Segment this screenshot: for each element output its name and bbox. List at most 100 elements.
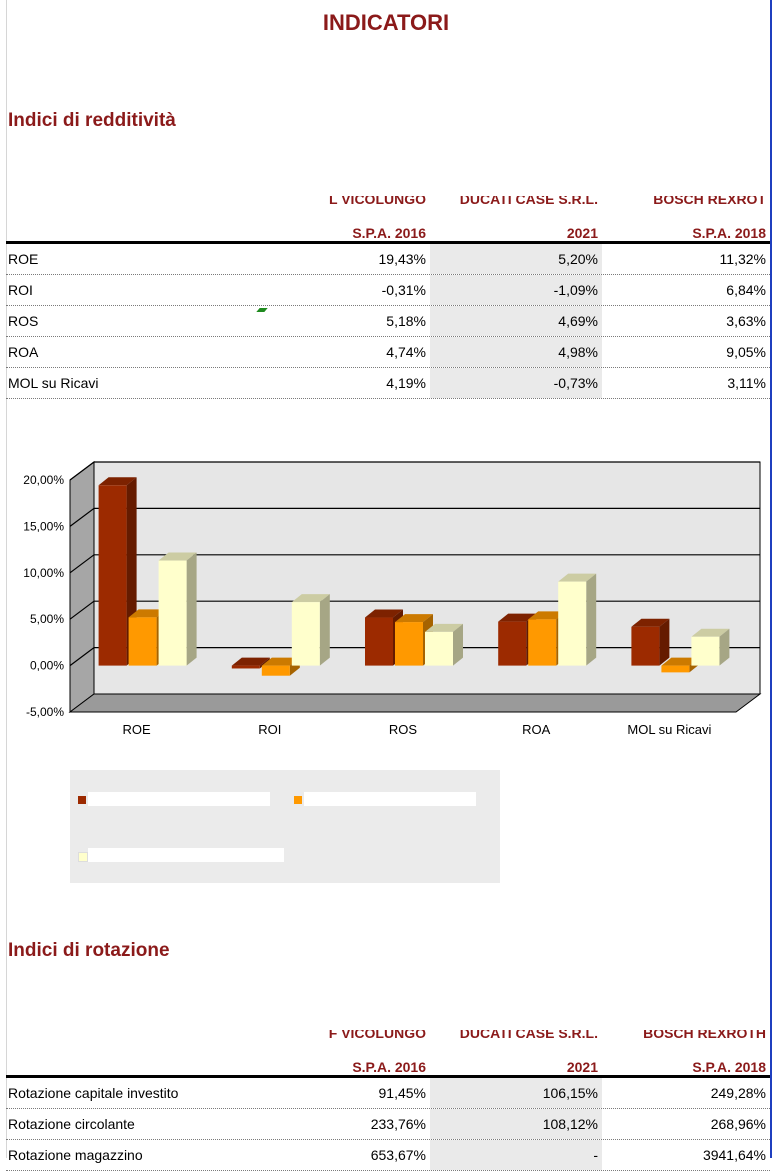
cell[interactable]: -: [430, 1140, 602, 1170]
bar-ROI-1: [261, 665, 290, 676]
table-row[interactable]: Rotazione circolante 233,76% 108,12% 268…: [6, 1109, 770, 1140]
x-tick-label: ROI: [258, 722, 281, 737]
column-header-label-1: S.P.A. 2016: [352, 225, 426, 241]
legend-swatch: [78, 852, 88, 862]
cell[interactable]: 9,05%: [726, 344, 766, 360]
gridline: [69, 461, 760, 481]
x-tick-label: MOL su Ricavi: [627, 722, 711, 737]
column-header-label-3: S.P.A. 2018: [692, 225, 766, 241]
column-header-label-2: 2021: [566, 1059, 598, 1075]
sheet-left-gridline: [0, 0, 7, 1158]
chart-svg: 20,00% 15,00% 10,00% 5,00% 0,00% -5,00% ROE ROI…: [23, 461, 762, 737]
bar-ROA-2: [558, 581, 587, 666]
column-header-cut-1: F VICOLUNGO: [328, 1030, 426, 1041]
table-row[interactable]: ROS 5,18% 4,69% 3,63%: [6, 306, 770, 337]
table-row[interactable]: Rotazione capitale investito 91,45% 106,…: [6, 1078, 770, 1109]
bar-top-ROA-2: [558, 573, 597, 582]
bar-ROE-1: [128, 617, 157, 666]
cell[interactable]: 6,84%: [726, 282, 766, 298]
bar-side-ROI-2: [319, 594, 330, 666]
cell[interactable]: 5,20%: [430, 244, 602, 274]
cell[interactable]: 653,67%: [370, 1147, 426, 1163]
cell[interactable]: 4,19%: [386, 375, 426, 391]
column-header-2[interactable]: DUCATI CASE S.R.L. 2021: [430, 1024, 602, 1078]
cell[interactable]: -0,73%: [430, 368, 602, 398]
bar-MOL su Ricavi-1: [661, 665, 690, 673]
cell[interactable]: 4,98%: [430, 337, 602, 367]
bar-top-MOL su Ricavi-1: [661, 657, 700, 666]
cell[interactable]: 4,69%: [430, 306, 602, 336]
section-title-redditivita: Indici di redditività: [8, 110, 176, 131]
table-row[interactable]: ROE 19,43% 5,20% 11,32%: [6, 244, 770, 275]
bar-top-ROE-2: [158, 552, 197, 561]
cell[interactable]: 106,15%: [430, 1078, 602, 1108]
gridline: [69, 554, 760, 574]
cell[interactable]: 4,74%: [386, 344, 426, 360]
table-row[interactable]: ROA 4,74% 4,98% 9,05%: [6, 337, 770, 368]
cell[interactable]: 3,63%: [726, 313, 766, 329]
legend-label: [304, 792, 476, 806]
column-header-1[interactable]: F VICOLUNGO S.P.A. 2016: [262, 1024, 430, 1078]
row-label: ROS: [8, 313, 39, 329]
cell[interactable]: 268,96%: [710, 1116, 766, 1132]
cell[interactable]: -0,31%: [381, 282, 426, 298]
cell[interactable]: 91,45%: [378, 1085, 426, 1101]
cell[interactable]: -1,09%: [430, 275, 602, 305]
column-header-2[interactable]: DUCATI CASE S.R.L. 2021: [430, 190, 602, 244]
cell[interactable]: 3941,64%: [702, 1147, 766, 1163]
column-header-label-2: 2021: [566, 225, 598, 241]
cell[interactable]: 3,11%: [727, 375, 766, 391]
bar-top-ROS-2: [425, 623, 463, 632]
column-header-label-1: S.P.A. 2016: [352, 1059, 426, 1075]
page-title: INDICATORI: [322, 10, 450, 35]
cell[interactable]: 11,32%: [719, 251, 766, 267]
bar-side-MOL su Ricavi-2: [719, 628, 730, 666]
section-title-rotazione: Indici di rotazione: [8, 940, 170, 961]
column-header-cut-1: L VICOLUNGO: [329, 196, 426, 207]
table-row[interactable]: Rotazione magazzino 653,67% - 3941,64%: [6, 1140, 770, 1171]
cell[interactable]: 108,12%: [430, 1109, 602, 1139]
bar-top-ROA-0: [498, 613, 537, 622]
bar-ROE-0: [98, 485, 127, 666]
column-header-3[interactable]: BOSCH REXROTH S.P.A. 2018: [602, 1024, 770, 1078]
bar-ROS-0: [365, 617, 393, 666]
table-row[interactable]: MOL su Ricavi 4,19% -0,73% 3,11%: [6, 368, 770, 399]
y-tick-label: 10,00%: [23, 566, 64, 580]
column-header-cut-2: DUCATI CASE S.R.L.: [459, 196, 598, 207]
bar-top-ROA-1: [528, 611, 567, 620]
column-header-cut-3: BOSCH REXROT: [653, 196, 766, 207]
y-tick-label: 0,00%: [30, 659, 64, 673]
cell[interactable]: 19,43%: [378, 251, 426, 267]
table-header: L VICOLUNGO S.P.A. 2016 DUCATI CASE S.R.…: [6, 190, 770, 244]
bar-side-ROE-2: [186, 552, 197, 666]
bar-top-MOL su Ricavi-0: [631, 618, 670, 627]
x-tick-label: ROS: [389, 722, 418, 737]
gridline: [69, 507, 760, 527]
cell[interactable]: 233,76%: [370, 1116, 426, 1132]
bar-top-ROS-1: [395, 614, 433, 623]
row-label: Rotazione capitale investito: [8, 1085, 179, 1101]
bar-side-ROS-2: [453, 623, 463, 666]
cell[interactable]: 249,28%: [710, 1085, 766, 1101]
bar-top-ROE-1: [128, 609, 167, 618]
header-rule: [6, 241, 770, 244]
bar-top-ROI-2: [291, 594, 330, 603]
legend-swatch: [294, 796, 302, 804]
chart-side-wall: [69, 461, 95, 713]
redditivita-chart[interactable]: 20,00% 15,00% 10,00% 5,00% 0,00% -5,00% ROE ROI…: [6, 452, 770, 752]
x-tick-label: ROA: [522, 722, 551, 737]
bar-ROE-2: [158, 560, 187, 666]
column-header-label-3: S.P.A. 2018: [692, 1059, 766, 1075]
bar-top-ROS-0: [365, 609, 403, 618]
bar-side-MOL su Ricavi-0: [659, 618, 670, 666]
column-header-3[interactable]: BOSCH REXROT S.P.A. 2018: [602, 190, 770, 244]
bar-side-ROA-2: [586, 573, 597, 666]
chart-legend[interactable]: [70, 770, 500, 883]
rotazione-table: F VICOLUNGO S.P.A. 2016 DUCATI CASE S.R.…: [6, 1024, 770, 1171]
bar-MOL su Ricavi-2: [691, 636, 720, 666]
column-header-1[interactable]: L VICOLUNGO S.P.A. 2016: [262, 190, 430, 244]
cell[interactable]: 5,18%: [386, 313, 426, 329]
table-row[interactable]: ROI -0,31% -1,09% 6,84%: [6, 275, 770, 306]
y-tick-label: -5,00%: [26, 705, 64, 719]
bar-ROI-2: [291, 602, 320, 666]
